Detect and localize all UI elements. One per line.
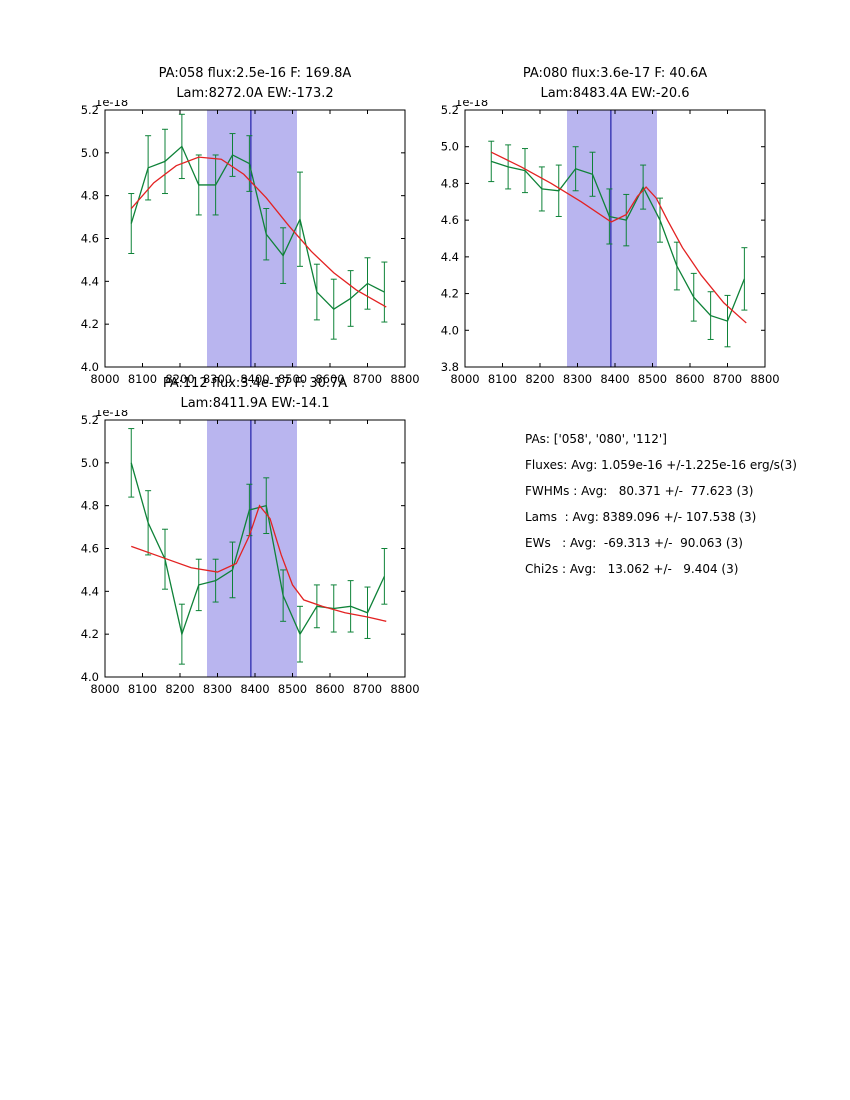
stats-line-ews: EWs : Avg: -69.313 +/- 90.063 (3) <box>525 536 743 550</box>
svg-text:8200: 8200 <box>165 682 194 696</box>
svg-text:4.8: 4.8 <box>81 189 99 203</box>
stats-panel: PAs: ['058', '080', '112'] Fluxes: Avg: … <box>525 426 797 582</box>
svg-text:4.4: 4.4 <box>81 274 99 288</box>
svg-text:8800: 8800 <box>750 372 779 386</box>
svg-text:1e-18: 1e-18 <box>95 100 128 109</box>
svg-text:8100: 8100 <box>128 682 157 696</box>
svg-text:8300: 8300 <box>203 372 232 386</box>
svg-text:8300: 8300 <box>203 682 232 696</box>
subplot-pa-112: PA:112 flux:3.4e-17 F: 30.7A Lam:8411.9A… <box>67 370 429 696</box>
svg-text:8700: 8700 <box>713 372 742 386</box>
svg-text:4.0: 4.0 <box>81 670 99 684</box>
svg-text:1e-18: 1e-18 <box>95 410 128 419</box>
svg-text:8700: 8700 <box>353 372 382 386</box>
svg-text:4.2: 4.2 <box>81 317 99 331</box>
svg-text:8200: 8200 <box>165 372 194 386</box>
svg-text:8300: 8300 <box>563 372 592 386</box>
svg-text:4.2: 4.2 <box>81 627 99 641</box>
chart-title: PA:058 flux:2.5e-16 F: 169.8A Lam:8272.0… <box>105 64 405 104</box>
svg-text:1e-18: 1e-18 <box>455 100 488 109</box>
svg-text:4.6: 4.6 <box>441 213 459 227</box>
svg-text:8600: 8600 <box>315 682 344 696</box>
svg-text:4.6: 4.6 <box>81 542 99 556</box>
chart-title-line2: Lam:8272.0A EW:-173.2 <box>176 86 334 101</box>
svg-text:4.6: 4.6 <box>81 232 99 246</box>
svg-text:8400: 8400 <box>240 682 269 696</box>
chart-title-line2: Lam:8411.9A EW:-14.1 <box>180 396 330 411</box>
svg-text:8000: 8000 <box>90 372 119 386</box>
svg-text:8800: 8800 <box>390 372 419 386</box>
svg-text:5.2: 5.2 <box>81 103 99 117</box>
svg-text:8600: 8600 <box>315 372 344 386</box>
svg-text:4.8: 4.8 <box>441 176 459 190</box>
stats-line-chi2s: Chi2s : Avg: 13.062 +/- 9.404 (3) <box>525 562 739 576</box>
svg-text:8600: 8600 <box>675 372 704 386</box>
svg-text:4.0: 4.0 <box>441 323 459 337</box>
svg-text:8700: 8700 <box>353 682 382 696</box>
svg-text:8500: 8500 <box>638 372 667 386</box>
svg-text:8500: 8500 <box>278 372 307 386</box>
svg-text:8400: 8400 <box>240 372 269 386</box>
svg-text:5.0: 5.0 <box>441 140 459 154</box>
chart-title-line1: PA:080 flux:3.6e-17 F: 40.6A <box>522 66 708 81</box>
svg-text:4.4: 4.4 <box>81 584 99 598</box>
chart-canvas-pa-058: 8000 8100 8200 8300 8400 8500 8600 8700 8800 4.0 4… <box>81 100 420 386</box>
chart-title: PA:112 flux:3.4e-17 F: 30.7A Lam:8411.9A… <box>105 374 405 414</box>
svg-text:4.2: 4.2 <box>441 287 459 301</box>
chart-title-line2: Lam:8483.4A EW:-20.6 <box>540 86 690 101</box>
svg-text:8100: 8100 <box>488 372 517 386</box>
svg-text:8200: 8200 <box>525 372 554 386</box>
svg-text:5.0: 5.0 <box>81 146 99 160</box>
chart-title-line1: PA:058 flux:2.5e-16 F: 169.8A <box>158 66 352 81</box>
subplot-pa-058: PA:058 flux:2.5e-16 F: 169.8A Lam:8272.0… <box>67 60 429 386</box>
svg-text:5.2: 5.2 <box>441 103 459 117</box>
svg-text:8000: 8000 <box>450 372 479 386</box>
subplot-pa-080: PA:080 flux:3.6e-17 F: 40.6A Lam:8483.4A… <box>427 60 789 386</box>
svg-text:8400: 8400 <box>600 372 629 386</box>
svg-text:4.8: 4.8 <box>81 499 99 513</box>
svg-text:8800: 8800 <box>390 682 419 696</box>
svg-text:5.2: 5.2 <box>81 413 99 427</box>
stats-line-fluxes: Fluxes: Avg: 1.059e-16 +/-1.225e-16 erg/… <box>525 458 797 472</box>
svg-text:5.0: 5.0 <box>81 456 99 470</box>
chart-title-line1: PA:112 flux:3.4e-17 F: 30.7A <box>162 376 348 391</box>
svg-text:4.4: 4.4 <box>441 250 459 264</box>
stats-line-fwhms: FWHMs : Avg: 80.371 +/- 77.623 (3) <box>525 484 754 498</box>
chart-title: PA:080 flux:3.6e-17 F: 40.6A Lam:8483.4A… <box>465 64 765 104</box>
svg-text:8100: 8100 <box>128 372 157 386</box>
svg-text:3.8: 3.8 <box>441 360 459 374</box>
svg-text:8500: 8500 <box>278 682 307 696</box>
svg-text:8000: 8000 <box>90 682 119 696</box>
chart-canvas-pa-112: 8000 8100 8200 8300 8400 8500 8600 8700 8800 4.0 4… <box>81 410 420 696</box>
chart-canvas-pa-080: 8000 8100 8200 8300 8400 8500 8600 8700 8800 3.8 4… <box>441 100 780 386</box>
svg-text:4.0: 4.0 <box>81 360 99 374</box>
stats-line-pas: PAs: ['058', '080', '112'] <box>525 432 667 446</box>
stats-line-lams: Lams : Avg: 8389.096 +/- 107.538 (3) <box>525 510 757 524</box>
